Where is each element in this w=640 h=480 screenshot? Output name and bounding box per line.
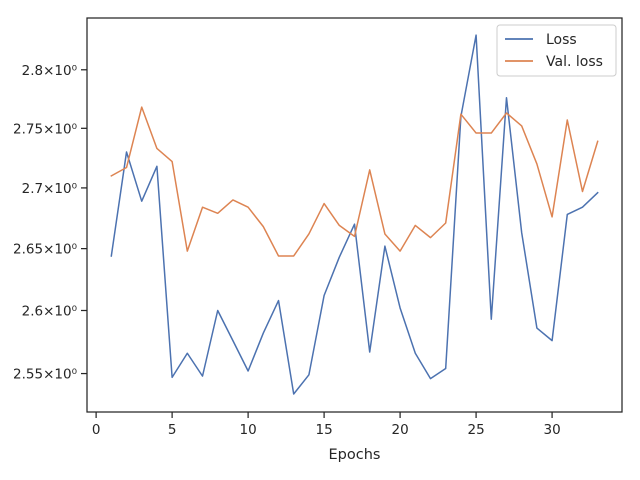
x-tick-label: 25 [467,422,484,438]
y-tick-label: 2.75×10⁰ [13,121,77,137]
legend: Loss Val. loss [496,24,617,77]
x-tick-label: 5 [168,422,177,438]
legend-frame [496,24,617,77]
plot-frame [86,17,623,413]
y-axis: 2.55×10⁰ 2.6×10⁰ 2.65×10⁰ 2.7×10⁰ 2.75×10⁰ 2.… [13,63,87,383]
x-tick-label: 30 [543,422,560,438]
y-tick-label: 2.65×10⁰ [13,242,77,258]
legend-label-loss: Loss [546,32,577,48]
y-tick-label: 2.8×10⁰ [22,63,77,79]
y-tick-label: 2.7×10⁰ [22,181,77,197]
x-axis: 0 5 10 15 20 25 30 [92,412,561,438]
x-tick-label: 20 [392,422,409,438]
series-line-val-loss [110,106,599,257]
y-tick-label: 2.6×10⁰ [22,303,77,319]
x-tick-label: 10 [240,422,257,438]
y-tick-label: 2.55×10⁰ [13,367,77,383]
series-line-loss [110,34,599,395]
x-tick-label: 15 [316,422,333,438]
plot-lines [110,34,599,395]
x-axis-label: Epochs [329,447,381,463]
legend-label-val-loss: Val. loss [546,54,603,70]
x-tick-label: 0 [92,422,101,438]
